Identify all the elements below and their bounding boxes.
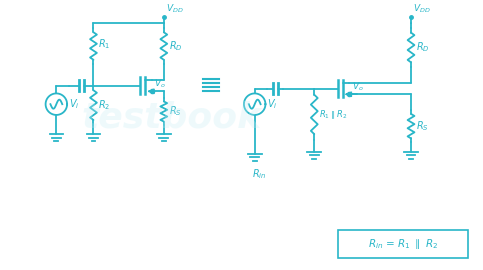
Text: $V_i$: $V_i$ <box>69 97 80 111</box>
Text: $R_1$: $R_1$ <box>99 37 111 51</box>
Text: $R_S$: $R_S$ <box>169 104 182 119</box>
Text: $V_o$: $V_o$ <box>353 81 364 93</box>
Text: $R_D$: $R_D$ <box>416 40 429 55</box>
Text: $R_D$: $R_D$ <box>169 39 183 53</box>
Text: $V_o$: $V_o$ <box>154 78 166 90</box>
Bar <box>338 230 468 258</box>
Text: $R_2$: $R_2$ <box>99 98 111 112</box>
Text: $R_1$$\parallel$$R_2$: $R_1$$\parallel$$R_2$ <box>319 108 347 121</box>
Text: $V_{DD}$: $V_{DD}$ <box>166 3 184 15</box>
Text: $R_{in}$ = $R_1$ $\parallel$ $R_2$: $R_{in}$ = $R_1$ $\parallel$ $R_2$ <box>368 237 438 251</box>
Text: $R_{in}$: $R_{in}$ <box>252 168 267 181</box>
Text: testbook: testbook <box>82 101 262 135</box>
Text: $V_i$: $V_i$ <box>268 97 278 111</box>
Text: $V_{DD}$: $V_{DD}$ <box>413 3 430 15</box>
Text: $R_S$: $R_S$ <box>416 119 429 133</box>
